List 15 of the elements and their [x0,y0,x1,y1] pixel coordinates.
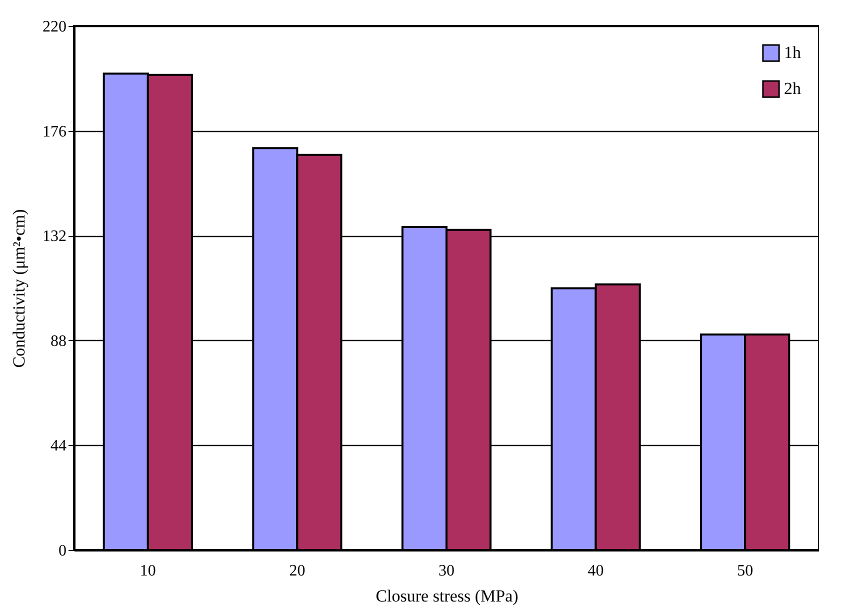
x-axis-title: Closure stress (MPa) [376,586,518,606]
y-axis-title: Conductivity (μm²•cm) [10,209,28,368]
legend-label: 1h [784,43,802,62]
y-tick-label: 132 [42,228,66,246]
legend-label: 2h [784,79,802,98]
y-tick-label: 176 [42,123,66,140]
y-tick-label: 44 [50,438,66,455]
y-tick-label: 0 [58,542,66,560]
y-tick-label: 88 [50,332,66,350]
x-tick-label: 30 [438,562,454,580]
x-tick-label: 40 [588,562,604,580]
x-tick-label: 20 [289,562,306,580]
x-tick-label: 10 [140,562,156,580]
x-tick-label: 50 [737,562,754,580]
y-tick-label: 220 [42,18,66,36]
